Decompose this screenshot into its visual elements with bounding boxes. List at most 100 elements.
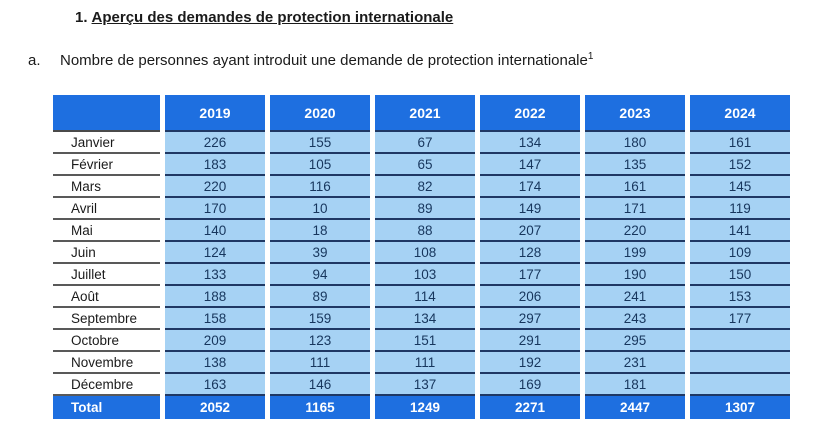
table-body: Janvier 226 155 67 134 180 161 Février 183 105 65 1… [53,132,790,396]
year-header-cell: 2019 [165,95,265,132]
value-cell: 192 [480,352,580,374]
month-cell: Avril [53,198,160,220]
value-cell: 134 [480,132,580,154]
page-title-text: Aperçu des demandes de protection intern… [91,9,454,26]
value-cell: 199 [585,242,685,264]
value-cell: 135 [585,154,685,176]
value-cell: 124 [165,242,265,264]
table-row: Août 188 89 114 206 241 153 [53,286,790,308]
month-cell: Juillet [53,264,160,286]
month-cell: Février [53,154,160,176]
year-header-cell: 2023 [585,95,685,132]
value-cell: 190 [585,264,685,286]
value-cell: 295 [585,330,685,352]
value-cell: 150 [690,264,790,286]
value-cell: 163 [165,374,265,396]
value-cell: 209 [165,330,265,352]
table-row: Mars 220 116 82 174 161 145 [53,176,790,198]
year-header-cell: 2022 [480,95,580,132]
value-cell: 243 [585,308,685,330]
month-cell: Décembre [53,374,160,396]
value-cell: 114 [375,286,475,308]
total-row: Total 2052 1165 1249 2271 2447 1307 [53,396,790,419]
total-value-cell: 2447 [585,396,685,419]
value-cell: 94 [270,264,370,286]
value-cell: 146 [270,374,370,396]
value-cell: 151 [375,330,475,352]
value-cell: 149 [480,198,580,220]
year-header-cell: 2020 [270,95,370,132]
value-cell: 153 [690,286,790,308]
value-cell: 145 [690,176,790,198]
value-cell: 111 [270,352,370,374]
table-row: Septembre 158 159 134 297 243 177 [53,308,790,330]
value-cell: 180 [585,132,685,154]
value-cell: 39 [270,242,370,264]
subtitle-marker: a. [28,52,41,69]
value-cell: 116 [270,176,370,198]
value-cell: 111 [375,352,475,374]
value-cell: 220 [165,176,265,198]
total-value-cell: 1165 [270,396,370,419]
year-header-cell: 2021 [375,95,475,132]
value-cell: 291 [480,330,580,352]
value-cell: 220 [585,220,685,242]
month-cell: Août [53,286,160,308]
value-cell: 141 [690,220,790,242]
table-row: Juillet 133 94 103 177 190 150 [53,264,790,286]
table-row: Février 183 105 65 147 135 152 [53,154,790,176]
value-cell: 10 [270,198,370,220]
subtitle-text: Nombre de personnes ayant introduit une … [60,52,588,69]
value-cell [690,352,790,374]
value-cell: 65 [375,154,475,176]
value-cell: 177 [690,308,790,330]
month-cell: Mai [53,220,160,242]
value-cell: 158 [165,308,265,330]
value-cell [690,330,790,352]
value-cell: 155 [270,132,370,154]
value-cell: 89 [270,286,370,308]
table-row: Mai 140 18 88 207 220 141 [53,220,790,242]
value-cell: 89 [375,198,475,220]
value-cell: 105 [270,154,370,176]
table-row: Janvier 226 155 67 134 180 161 [53,132,790,154]
value-cell: 297 [480,308,580,330]
year-header-cell: 2024 [690,95,790,132]
applications-table: 2019 2020 2021 2022 2023 2024 Janvier 226 155 67… [48,95,795,419]
value-cell: 159 [270,308,370,330]
value-cell: 138 [165,352,265,374]
value-cell: 103 [375,264,475,286]
value-cell: 82 [375,176,475,198]
table-header: 2019 2020 2021 2022 2023 2024 [53,95,790,132]
table-row: Octobre 209 123 151 291 295 [53,330,790,352]
corner-header-cell [53,95,160,132]
value-cell: 183 [165,154,265,176]
total-value-cell: 1307 [690,396,790,419]
month-cell: Septembre [53,308,160,330]
total-label-cell: Total [53,396,160,419]
value-cell: 181 [585,374,685,396]
value-cell: 137 [375,374,475,396]
value-cell [690,374,790,396]
month-cell: Octobre [53,330,160,352]
total-value-cell: 1249 [375,396,475,419]
total-value-cell: 2052 [165,396,265,419]
value-cell: 169 [480,374,580,396]
table-row: Avril 170 10 89 149 171 119 [53,198,790,220]
value-cell: 88 [375,220,475,242]
value-cell: 134 [375,308,475,330]
page-title-number: 1. [75,9,88,26]
table-row: Novembre 138 111 111 192 231 [53,352,790,374]
value-cell: 161 [690,132,790,154]
value-cell: 108 [375,242,475,264]
value-cell: 241 [585,286,685,308]
total-value-cell: 2271 [480,396,580,419]
value-cell: 177 [480,264,580,286]
page-title: 1. Aperçu des demandes de protection inte… [75,9,453,26]
value-cell: 109 [690,242,790,264]
value-cell: 207 [480,220,580,242]
value-cell: 119 [690,198,790,220]
value-cell: 231 [585,352,685,374]
value-cell: 128 [480,242,580,264]
